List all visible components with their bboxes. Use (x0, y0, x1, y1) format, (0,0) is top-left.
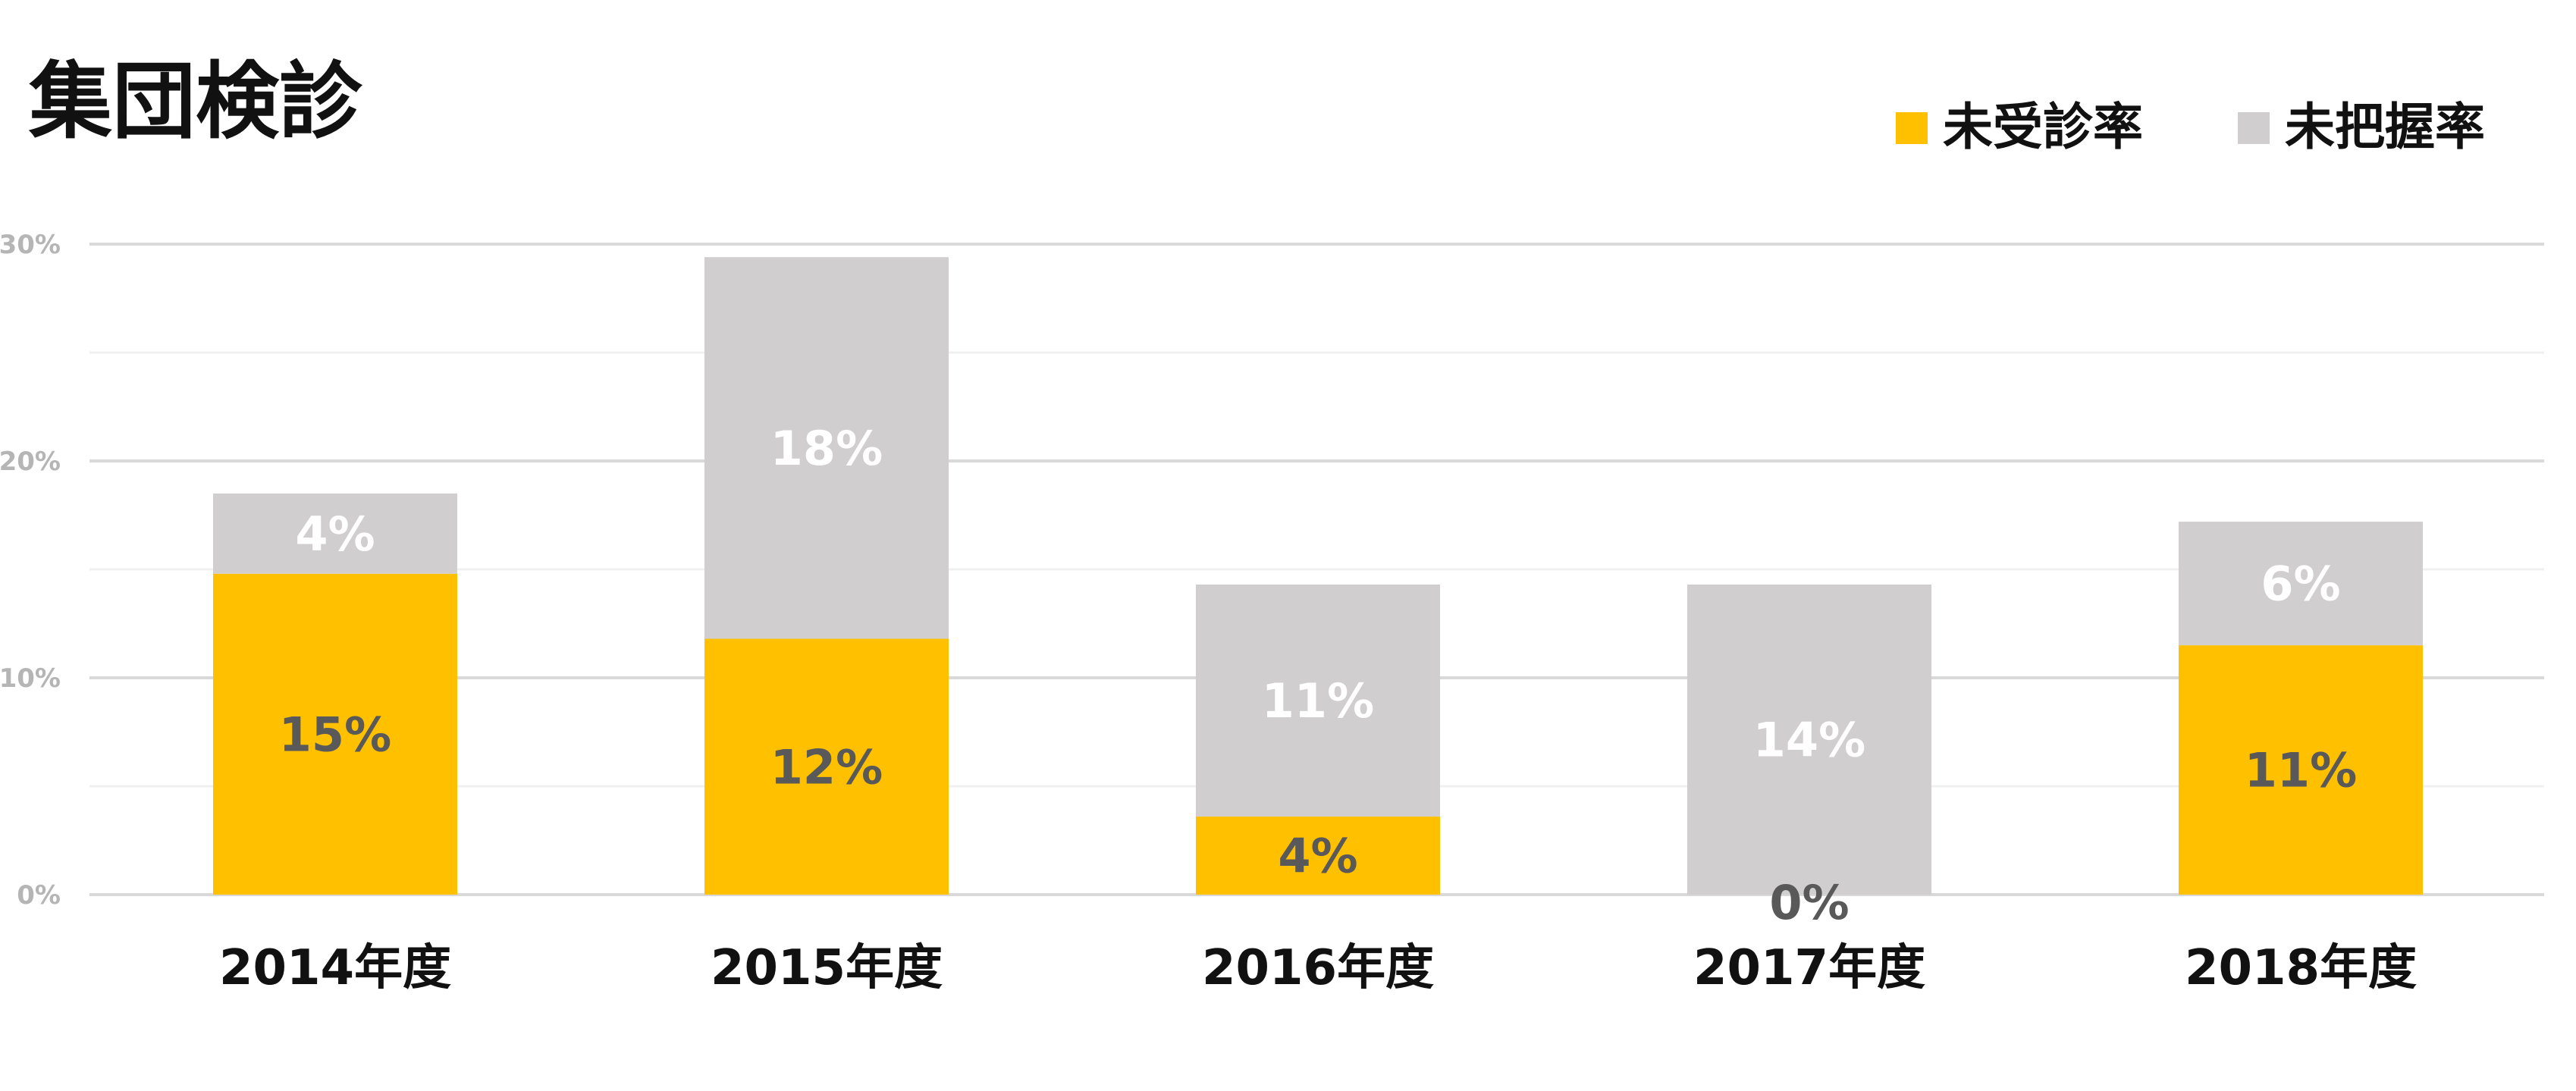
y-tick-label: 20% (0, 447, 61, 477)
x-axis-tick-labels: 2014年度 2015年度 2016年度 2017年度 2018年度 (219, 940, 2417, 996)
x-tick-label: 2018年度 (2185, 940, 2417, 996)
data-label: 11% (2245, 743, 2357, 798)
y-tick-label: 30% (0, 230, 61, 260)
y-tick-label: 10% (0, 663, 61, 694)
data-label: 15% (279, 707, 391, 762)
legend-swatch-unknown (2238, 112, 2270, 144)
bar-segment (2179, 522, 2423, 646)
chart-title: 集団検診 (28, 53, 363, 150)
data-label: 12% (770, 739, 883, 795)
legend-swatch-unconsulted (1896, 112, 1928, 144)
legend-label-unknown: 未把握率 (2285, 98, 2485, 156)
x-tick-label: 2015年度 (711, 940, 943, 996)
data-labels: 15% 4% 12% 18% 4% 11% 0% 14% 11% 6% (279, 421, 2357, 930)
bar-segment (704, 257, 949, 639)
data-label: 14% (1753, 713, 1865, 768)
legend: 未受診率 未把握率 (1896, 98, 2485, 156)
y-axis-tick-labels: 0% 10% 20% 30% (0, 230, 61, 911)
data-label: 0% (1769, 875, 1849, 930)
x-tick-label: 2014年度 (219, 940, 451, 996)
bar-segment (1687, 585, 1931, 895)
bar-segment (704, 638, 949, 895)
data-label: 4% (1278, 829, 1357, 884)
y-tick-label: 0% (17, 880, 61, 911)
data-label: 4% (295, 506, 375, 562)
bar-segment (1196, 585, 1440, 817)
x-tick-label: 2017年度 (1693, 940, 1925, 996)
legend-label-unconsulted: 未受診率 (1943, 98, 2143, 156)
bar-segment (1196, 817, 1440, 895)
data-label: 11% (1262, 673, 1374, 729)
bar-segment (2179, 645, 2423, 895)
data-label: 6% (2261, 556, 2340, 612)
bar-segment (213, 493, 457, 574)
data-label: 18% (770, 421, 883, 476)
bar-segment (213, 573, 457, 895)
x-tick-label: 2016年度 (1202, 940, 1434, 996)
bars (213, 257, 2423, 895)
